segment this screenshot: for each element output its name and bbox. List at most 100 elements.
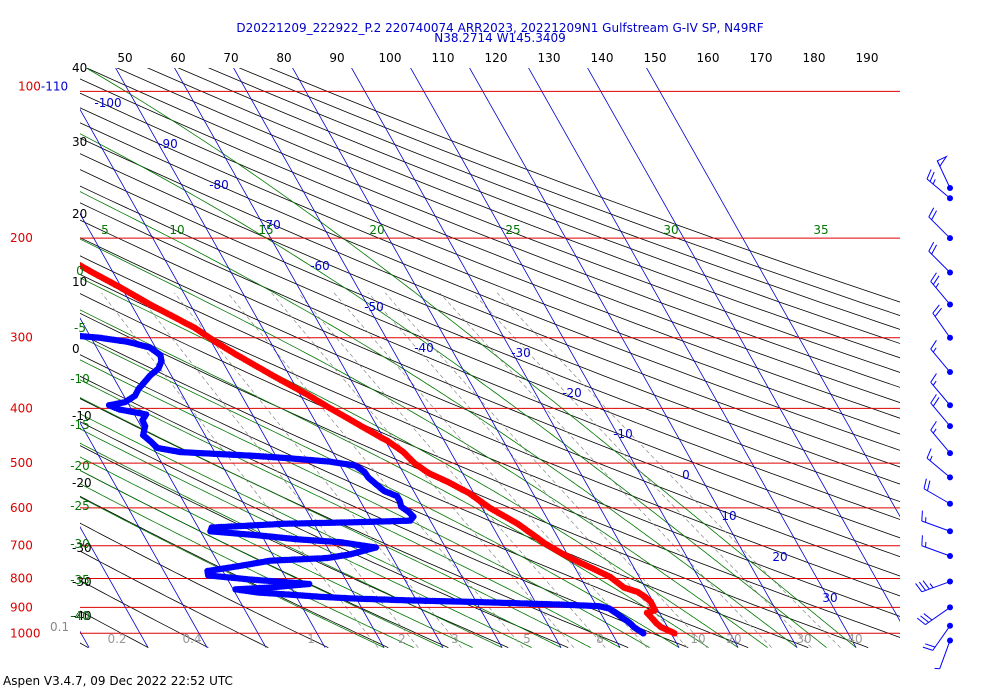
- wind-barb-pennant: [936, 155, 948, 168]
- temperature-profile-point: [54, 249, 60, 255]
- dry-adiabat-line: [85, 68, 900, 388]
- wind-barb-feather: [930, 272, 937, 282]
- height-label: 30: [72, 135, 87, 149]
- temperature-profile-point: [10, 219, 16, 225]
- wind-barb-half-feather: [929, 583, 934, 589]
- wind-barb-feather: [926, 480, 931, 491]
- dry-adiabat-line: [80, 255, 900, 597]
- dewpoint-profile-point: [51, 327, 57, 333]
- wind-barb-feather: [930, 340, 937, 350]
- isotherm-label: 20: [772, 550, 787, 564]
- temperature-profile-point: [2, 208, 8, 214]
- dry-adiabat-line: [269, 68, 900, 303]
- dewpoint-profile-point: [4, 285, 10, 291]
- dry-adiabat-line: [0, 42, 28, 648]
- height-label: 0: [72, 342, 80, 356]
- temperature-profile-point: [69, 258, 75, 264]
- dewpoint-profile-point: [66, 331, 72, 337]
- wind-barb-feather: [931, 210, 938, 221]
- top-axis-label: 160: [697, 51, 720, 65]
- wind-barb-feather: [921, 535, 923, 546]
- pressure-label: 300: [10, 331, 33, 345]
- dry-adiabat-line: [80, 92, 900, 419]
- isotherm-line: [646, 68, 900, 518]
- height-label: -20: [72, 476, 92, 490]
- mixing-ratio-line: [439, 292, 772, 648]
- dry-adiabat-line: [80, 219, 900, 558]
- wind-barb-feather: [915, 583, 923, 593]
- height-label: -30: [72, 575, 92, 589]
- dry-adiabat-line: [207, 68, 900, 330]
- wind-barb-half-feather: [929, 455, 933, 461]
- dewpoint-profile-point: [30, 299, 36, 305]
- mixing-ratio-line: [368, 292, 688, 648]
- pressure-label: 600: [10, 501, 33, 515]
- mixing-ratio-label: 2: [398, 632, 406, 646]
- dewpoint-profile-point: [42, 324, 48, 330]
- wind-barb: [921, 510, 953, 535]
- temperature-profile-point: [6, 214, 12, 220]
- dewpoint-profile-point: [6, 286, 12, 292]
- isotherm-label: -50: [364, 300, 384, 314]
- dry-adiabat-line: [146, 68, 900, 359]
- temperature-profile-point: [67, 256, 73, 262]
- isotherm-label: -70: [261, 218, 281, 232]
- isotherm-label: -80: [209, 178, 229, 192]
- wind-barb-staff: [939, 640, 951, 669]
- plot-area: [0, 42, 900, 648]
- dewpoint-profile-point: [49, 326, 55, 332]
- wind-barb-staff: [921, 581, 951, 593]
- dry-adiabat-line: [80, 78, 900, 403]
- wind-barb-staff: [932, 312, 951, 338]
- wind-barb-staff: [923, 488, 951, 505]
- wind-barb-staff: [921, 520, 951, 532]
- moist-adiabat-left-label: -35: [70, 573, 90, 587]
- dry-adiabat-line: [116, 68, 900, 373]
- wind-barb-staff: [926, 457, 951, 478]
- dewpoint-profile-point: [19, 293, 25, 299]
- height-label: -10: [72, 409, 92, 423]
- mixing-ratio-label: 10: [690, 632, 705, 646]
- temperature-profile-point: [2, 205, 8, 211]
- wind-barb: [926, 448, 953, 481]
- wind-barb-staff: [928, 250, 951, 273]
- moist-adiabat-label: 10: [169, 223, 184, 237]
- temperature-profile-point: [80, 261, 82, 267]
- wind-barb-feather: [934, 307, 942, 317]
- dewpoint-profile-point: [2, 284, 8, 290]
- temperature-profile-point: [46, 245, 52, 251]
- moist-adiabat-left-label: -40: [70, 609, 90, 623]
- wind-barb: [928, 241, 953, 276]
- temperature-profile-point: [38, 240, 44, 246]
- isotherm-line: [80, 108, 385, 648]
- dewpoint-profile-point: [38, 323, 44, 329]
- dewpoint-profile-point: [28, 298, 34, 304]
- top-axis-label: 120: [485, 51, 508, 65]
- temperature-profile-point: [5, 212, 11, 218]
- wind-barb-staff: [925, 607, 951, 626]
- isotherm-line: [233, 68, 562, 648]
- wind-barb-feather: [930, 373, 937, 383]
- dewpoint-profile-point: [60, 329, 66, 335]
- temperature-profile-point: [12, 220, 18, 226]
- dewpoint-profile-point: [36, 322, 42, 328]
- isotherm-label: 30: [822, 591, 837, 605]
- wind-barb: [930, 394, 953, 430]
- wind-barb: [928, 207, 953, 242]
- isotherm-label: -10: [613, 427, 633, 441]
- dewpoint-profile-point: [31, 319, 37, 325]
- isotherm-line: [351, 68, 680, 648]
- temperature-profile-point: [58, 252, 64, 258]
- mixing-ratio-label: 0.2: [107, 632, 126, 646]
- wind-barb: [915, 578, 953, 593]
- mixing-ratio-line: [101, 292, 379, 648]
- moist-adiabat-line: [80, 238, 768, 648]
- pressure-label: 100-110: [18, 79, 68, 93]
- mixing-ratio-label: 0.4: [182, 632, 201, 646]
- dry-adiabat-line: [80, 137, 900, 468]
- dewpoint-profile-point: [27, 297, 33, 303]
- dry-adiabat-line: [238, 68, 900, 317]
- wind-barb: [930, 340, 953, 376]
- wind-barb: [922, 622, 953, 651]
- dewpoint-profile-point: [0, 283, 6, 289]
